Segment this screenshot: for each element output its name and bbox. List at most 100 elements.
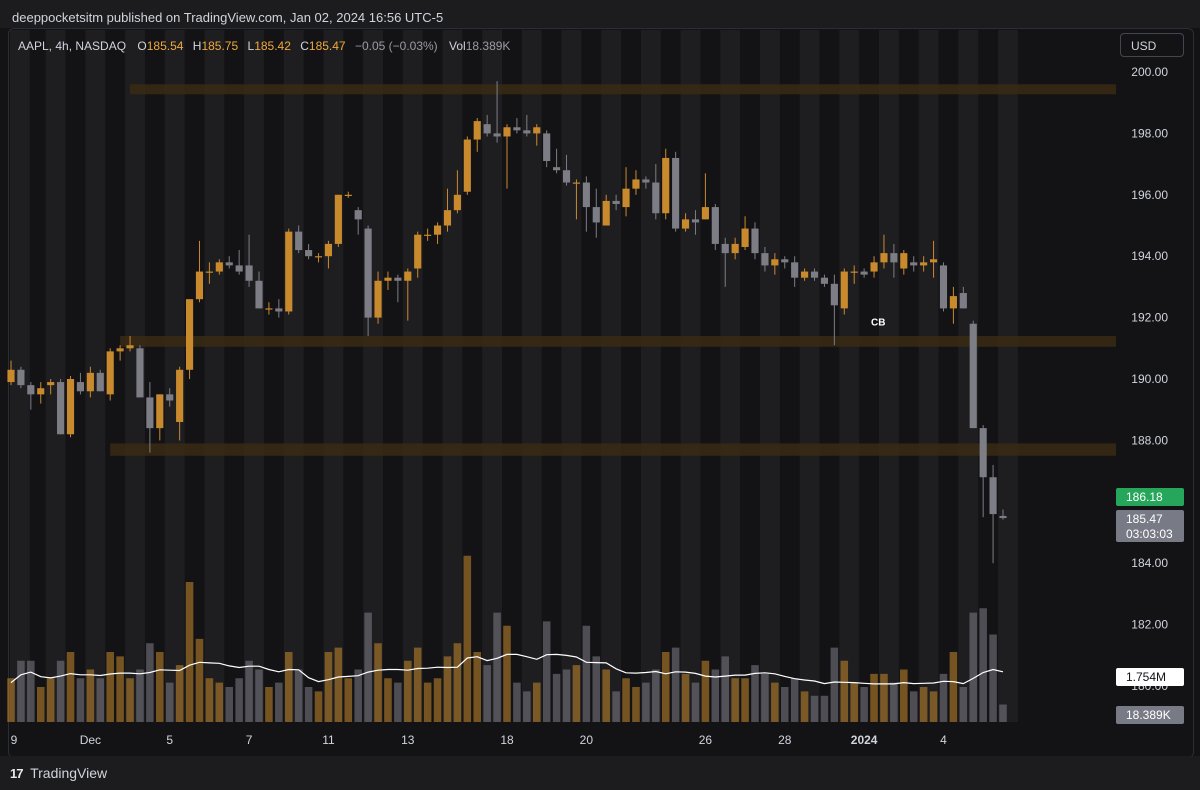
candle-body[interactable]: [57, 382, 65, 435]
candle-body[interactable]: [374, 280, 382, 318]
candle-body[interactable]: [582, 182, 590, 208]
candle-body[interactable]: [969, 323, 977, 429]
candle-body[interactable]: [929, 259, 938, 263]
candle-body[interactable]: [672, 157, 680, 229]
candle-body[interactable]: [324, 243, 333, 257]
candle-body[interactable]: [424, 234, 432, 236]
candle-body[interactable]: [404, 271, 412, 281]
candle-body[interactable]: [612, 200, 620, 205]
candle-body[interactable]: [275, 308, 283, 312]
candle-body[interactable]: [156, 394, 164, 429]
candle-body[interactable]: [662, 157, 670, 214]
candle-body[interactable]: [880, 253, 888, 263]
candle-body[interactable]: [76, 382, 85, 392]
candle-body[interactable]: [195, 271, 204, 300]
candle-body[interactable]: [245, 265, 253, 281]
candle-body[interactable]: [344, 194, 352, 196]
candle-body[interactable]: [205, 271, 213, 273]
candle-body[interactable]: [771, 259, 779, 266]
candle-body[interactable]: [96, 372, 104, 392]
candle-body[interactable]: [920, 262, 928, 266]
candle-body[interactable]: [721, 243, 729, 254]
candle-body[interactable]: [572, 182, 581, 184]
candle-body[interactable]: [265, 308, 273, 310]
candle-body[interactable]: [602, 200, 610, 226]
candle-body[interactable]: [27, 385, 35, 395]
candle-body[interactable]: [136, 348, 144, 398]
candle-body[interactable]: [334, 194, 342, 244]
candle-body[interactable]: [66, 379, 75, 435]
candle-body[interactable]: [949, 296, 957, 309]
candle-body[interactable]: [305, 250, 313, 257]
candle-body[interactable]: [543, 133, 551, 162]
candle-body[interactable]: [185, 299, 194, 370]
candle-body[interactable]: [285, 231, 293, 312]
candle-body[interactable]: [850, 271, 858, 273]
candle-body[interactable]: [939, 265, 948, 309]
candle-body[interactable]: [801, 271, 809, 278]
candle-body[interactable]: [314, 256, 323, 258]
candle-body[interactable]: [741, 228, 749, 247]
candle-body[interactable]: [860, 271, 868, 275]
candle-body[interactable]: [959, 293, 967, 309]
candle-body[interactable]: [999, 515, 1007, 519]
candle-body[interactable]: [562, 170, 571, 183]
candle-body[interactable]: [176, 369, 184, 422]
candle-body[interactable]: [503, 127, 511, 137]
candle-body[interactable]: [761, 253, 769, 266]
candle-body[interactable]: [890, 253, 898, 263]
candle-body[interactable]: [622, 188, 630, 208]
legend-symbol[interactable]: AAPL, 4h, NASDAQ: [18, 39, 127, 53]
candle-body[interactable]: [652, 182, 660, 214]
candle-body[interactable]: [791, 262, 799, 278]
candle-body[interactable]: [681, 219, 690, 229]
candle-body[interactable]: [691, 219, 700, 223]
candle-body[interactable]: [632, 179, 640, 189]
candle-body[interactable]: [17, 369, 25, 386]
tradingview-brand[interactable]: 17 TradingView: [10, 765, 107, 781]
candle-body[interactable]: [384, 277, 392, 281]
candle-body[interactable]: [463, 139, 471, 192]
candle-body[interactable]: [513, 127, 521, 131]
candle-body[interactable]: [781, 259, 789, 263]
candle-body[interactable]: [225, 262, 233, 266]
candle-body[interactable]: [910, 262, 918, 266]
candle-body[interactable]: [86, 372, 94, 392]
candle-body[interactable]: [354, 210, 362, 220]
candle-body[interactable]: [701, 207, 709, 220]
candle-body[interactable]: [900, 253, 908, 269]
candle-body[interactable]: [642, 179, 650, 183]
candle-body[interactable]: [751, 228, 759, 254]
candle-body[interactable]: [533, 127, 541, 134]
candle-body[interactable]: [47, 382, 55, 386]
candle-body[interactable]: [830, 283, 838, 306]
candle-body[interactable]: [989, 477, 997, 515]
candle-body[interactable]: [870, 262, 878, 272]
candle-body[interactable]: [840, 271, 848, 309]
candle-body[interactable]: [473, 121, 481, 140]
candle-body[interactable]: [453, 194, 461, 211]
candle-body[interactable]: [215, 262, 223, 272]
candle-body[interactable]: [553, 167, 561, 171]
candle-body[interactable]: [493, 133, 501, 137]
candle-body[interactable]: [979, 428, 987, 478]
candle-body[interactable]: [414, 234, 422, 269]
candle-body[interactable]: [166, 394, 174, 401]
candle-body[interactable]: [820, 277, 829, 284]
candle-body[interactable]: [592, 207, 600, 223]
candle-body[interactable]: [364, 228, 372, 318]
candle-body[interactable]: [433, 225, 442, 235]
candle-body[interactable]: [7, 369, 15, 383]
candle-body[interactable]: [106, 351, 114, 395]
candle-body[interactable]: [255, 280, 263, 309]
candle-body[interactable]: [731, 243, 739, 254]
candle-body[interactable]: [394, 277, 402, 281]
candle-body[interactable]: [483, 124, 491, 134]
candle-body[interactable]: [116, 348, 124, 352]
candle-body[interactable]: [810, 271, 819, 278]
candle-body[interactable]: [295, 231, 303, 251]
candle-body[interactable]: [126, 345, 134, 349]
currency-button[interactable]: USD: [1120, 33, 1184, 57]
candle-body[interactable]: [711, 207, 719, 244]
